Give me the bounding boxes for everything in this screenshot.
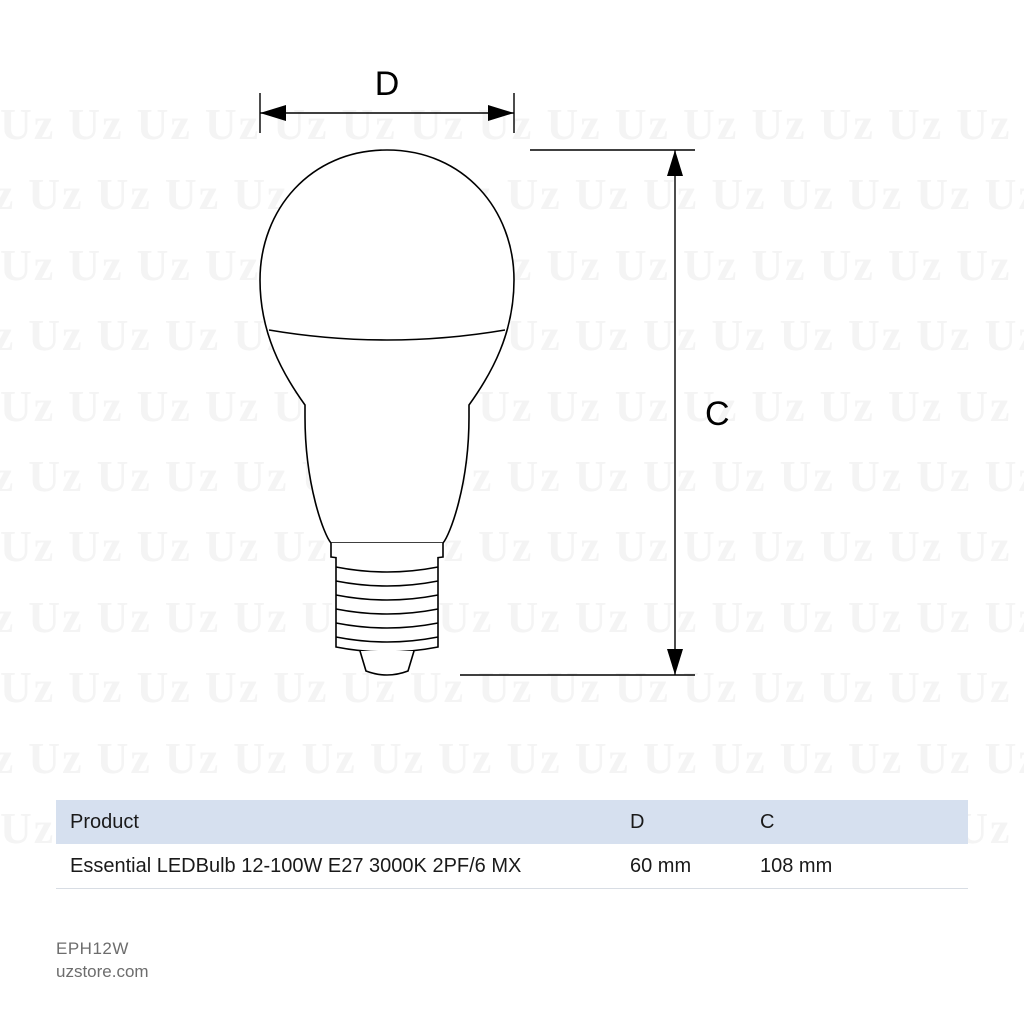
table-header-row: Product D C bbox=[56, 800, 968, 844]
cell-d: 60 mm bbox=[630, 855, 760, 878]
table-header-product: Product bbox=[56, 811, 630, 834]
bulb-dimension-diagram: D C bbox=[110, 65, 914, 755]
table-header-c: C bbox=[760, 811, 968, 834]
footer: EPH12W uzstore.com bbox=[56, 938, 149, 984]
table-row: Essential LEDBulb 12-100W E27 3000K 2PF/… bbox=[56, 844, 968, 889]
cell-product: Essential LEDBulb 12-100W E27 3000K 2PF/… bbox=[56, 855, 630, 878]
dimension-c-label: C bbox=[705, 395, 730, 433]
spec-table: Product D C Essential LEDBulb 12-100W E2… bbox=[56, 800, 968, 889]
footer-site: uzstore.com bbox=[56, 961, 149, 984]
cell-c: 108 mm bbox=[760, 855, 968, 878]
dimension-d-label: D bbox=[375, 65, 400, 103]
footer-sku: EPH12W bbox=[56, 938, 149, 961]
table-header-d: D bbox=[630, 811, 760, 834]
